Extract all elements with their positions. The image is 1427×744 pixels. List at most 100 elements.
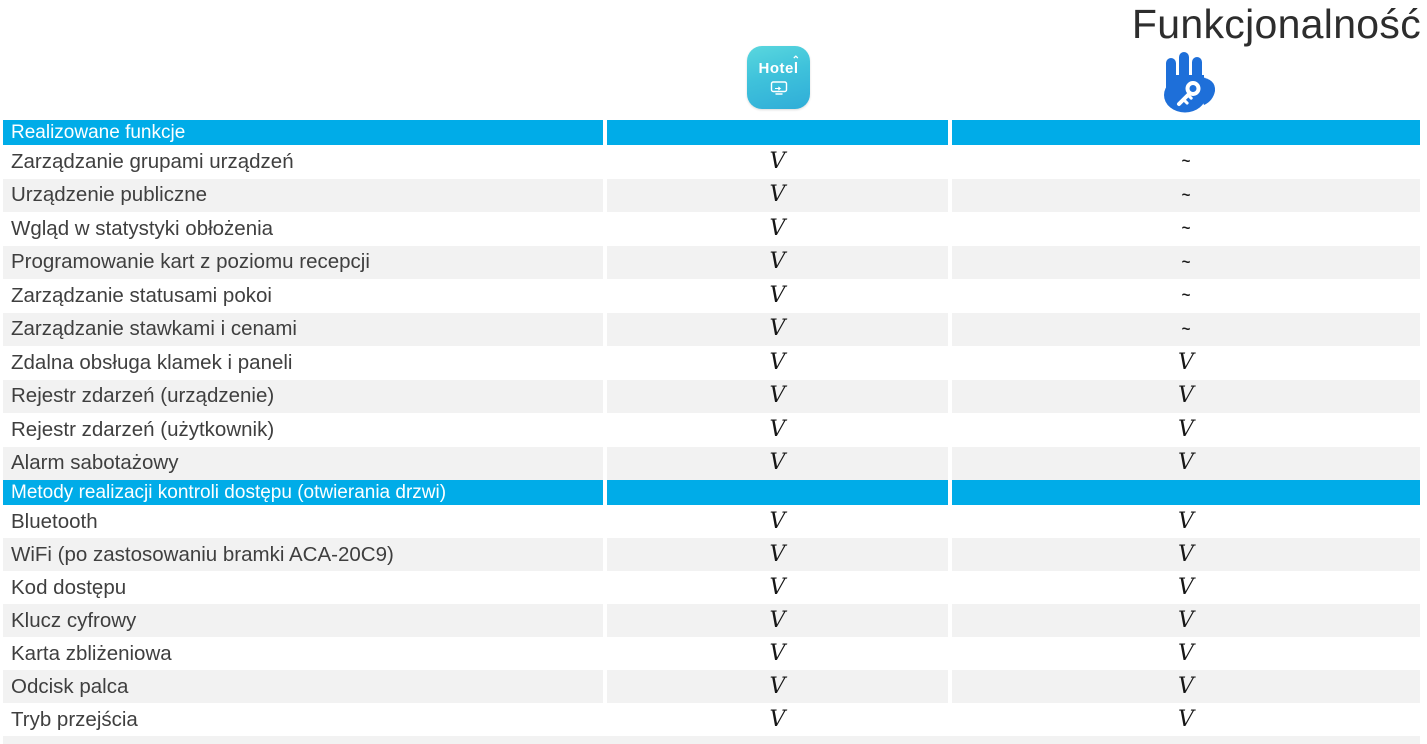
supported-mark: V [769, 215, 786, 241]
feature-mark-cell: V [952, 379, 1420, 413]
column-gap [948, 212, 952, 246]
column-gap [603, 637, 607, 670]
section-header-label: Metody realizacji kontroli dostępu (otwi… [3, 480, 603, 505]
feature-mark-cell: ~ [952, 178, 1420, 212]
supported-mark: V [1178, 607, 1194, 633]
not-supported-mark: ~ [1181, 153, 1191, 171]
feature-mark-cell: V [952, 413, 1420, 447]
column-gap [603, 480, 607, 505]
feature-mark-cell: V [952, 538, 1420, 571]
feature-mark-cell: ~ [952, 279, 1420, 313]
supported-mark: V [769, 706, 786, 732]
column-gap [948, 446, 952, 480]
feature-mark-cell: ~ [952, 312, 1420, 346]
column-gap [603, 312, 607, 346]
supported-mark: V [1178, 383, 1194, 409]
column-gap [948, 279, 952, 313]
column-gap [948, 178, 952, 212]
feature-mark-cell: V [952, 637, 1420, 670]
section-header-row: Realizowane funkcje [3, 120, 1420, 145]
row-label: Programowanie kart z poziomu recepcji [3, 245, 603, 279]
row-label: Karta zbliżeniowa [3, 637, 603, 670]
section-header-cell [952, 480, 1420, 505]
feature-mark-cell: ~ [952, 245, 1420, 279]
section-header-cell [607, 120, 948, 145]
table-row: Zarządzanie stawkami i cenami V ~ [3, 312, 1420, 346]
table-row: Programowanie kart z poziomu recepcji V ~ [3, 245, 1420, 279]
column-gap [603, 212, 607, 246]
column-gap [948, 505, 952, 538]
supported-mark: V [769, 508, 786, 534]
table-row: Rejestr zdarzeń (użytkownik) V V [3, 413, 1420, 447]
column-gap [603, 279, 607, 313]
table-row: Rejestr zdarzeń (urządzenie) V V [3, 379, 1420, 413]
supported-mark: V [1178, 508, 1194, 534]
table-row: Zarządzanie statusami pokoi V ~ [3, 279, 1420, 313]
feature-mark-cell: V [607, 637, 948, 670]
table-row: Kod dostępu V V [3, 571, 1420, 604]
column-gap [603, 505, 607, 538]
hotel-app-icon-label: Hotel ⌃ [758, 54, 801, 77]
feature-mark-cell: V [607, 212, 948, 246]
supported-mark: V [769, 640, 786, 666]
table-row: Wgląd w statystyki obłożenia V ~ [3, 212, 1420, 246]
supported-mark: V [1178, 640, 1194, 666]
column-gap [603, 245, 607, 279]
feature-mark-cell: V [952, 703, 1420, 736]
column-gap [948, 379, 952, 413]
table-row: Tryb przejścia V V [3, 703, 1420, 736]
next-row-partial [3, 736, 1420, 744]
section-header-cell [607, 480, 948, 505]
supported-mark: V [769, 383, 786, 409]
feature-mark-cell: ~ [952, 145, 1420, 179]
feature-mark-cell: V [607, 670, 948, 703]
supported-mark: V [769, 450, 786, 476]
hotel-icon-arrow: ⌃ [791, 54, 801, 66]
table-row: WiFi (po zastosowaniu bramki ACA-20C9) V V [3, 538, 1420, 571]
supported-mark: V [769, 349, 786, 375]
column-gap [948, 346, 952, 380]
table-row: Karta zbliżeniowa V V [3, 637, 1420, 670]
supported-mark: V [1178, 673, 1194, 699]
column-gap [948, 604, 952, 637]
column-gap [603, 346, 607, 380]
supported-mark: V [1178, 416, 1194, 442]
row-label: Rejestr zdarzeń (użytkownik) [3, 413, 603, 447]
supported-mark: V [1178, 541, 1194, 567]
row-label: Tryb przejścia [3, 703, 603, 736]
feature-mark-cell: V [952, 571, 1420, 604]
row-label: Odcisk palca [3, 670, 603, 703]
row-label: Wgląd w statystyki obłożenia [3, 212, 603, 246]
supported-mark: V [769, 249, 786, 275]
column-gap [948, 145, 952, 179]
row-label: Zarządzanie stawkami i cenami [3, 312, 603, 346]
supported-mark: V [769, 574, 786, 600]
feature-mark-cell: V [607, 413, 948, 447]
feature-mark-cell: V [607, 312, 948, 346]
monitor-icon [770, 80, 787, 95]
not-supported-mark: ~ [1181, 253, 1191, 271]
column-gap [603, 604, 607, 637]
row-label: Klucz cyfrowy [3, 604, 603, 637]
column-gap [948, 703, 952, 736]
feature-mark-cell: V [607, 346, 948, 380]
feature-mark-cell: V [607, 245, 948, 279]
table-row: Urządzenie publiczne V ~ [3, 178, 1420, 212]
section-header-row: Metody realizacji kontroli dostępu (otwi… [3, 480, 1420, 505]
table-row: Bluetooth V V [3, 505, 1420, 538]
feature-mark-cell: V [607, 604, 948, 637]
column-gap [948, 413, 952, 447]
table-row: Klucz cyfrowy V V [3, 604, 1420, 637]
row-label: Zarządzanie statusami pokoi [3, 279, 603, 313]
row-label: Rejestr zdarzeń (urządzenie) [3, 379, 603, 413]
table-section: Realizowane funkcje Zarządzanie grupami u… [3, 120, 1420, 480]
column-gap [948, 312, 952, 346]
column-gap [948, 480, 952, 505]
feature-mark-cell: V [952, 670, 1420, 703]
column-gap [603, 571, 607, 604]
supported-mark: V [769, 282, 786, 308]
column-gap [948, 245, 952, 279]
row-label: Zdalna obsługa klamek i paneli [3, 346, 603, 380]
not-supported-mark: ~ [1181, 220, 1191, 238]
feature-mark-cell: V [607, 145, 948, 179]
